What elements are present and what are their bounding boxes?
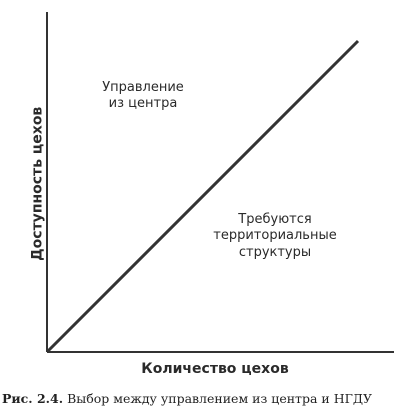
region-label-central-management: Управление из центра (102, 80, 184, 112)
y-axis-title: Доступность цехов (29, 106, 46, 261)
figure-caption: Рис. 2.4. Выбор между управлением из цен… (2, 391, 400, 406)
x-axis-title: Количество цехов (141, 361, 289, 377)
diagonal-line (45, 39, 360, 354)
region-label-territorial-structures: Требуются территориальные структуры (213, 212, 337, 260)
figure-number: Рис. 2.4. (2, 391, 64, 406)
caption-text: Выбор между управлением из центра и НГДУ (67, 391, 373, 406)
